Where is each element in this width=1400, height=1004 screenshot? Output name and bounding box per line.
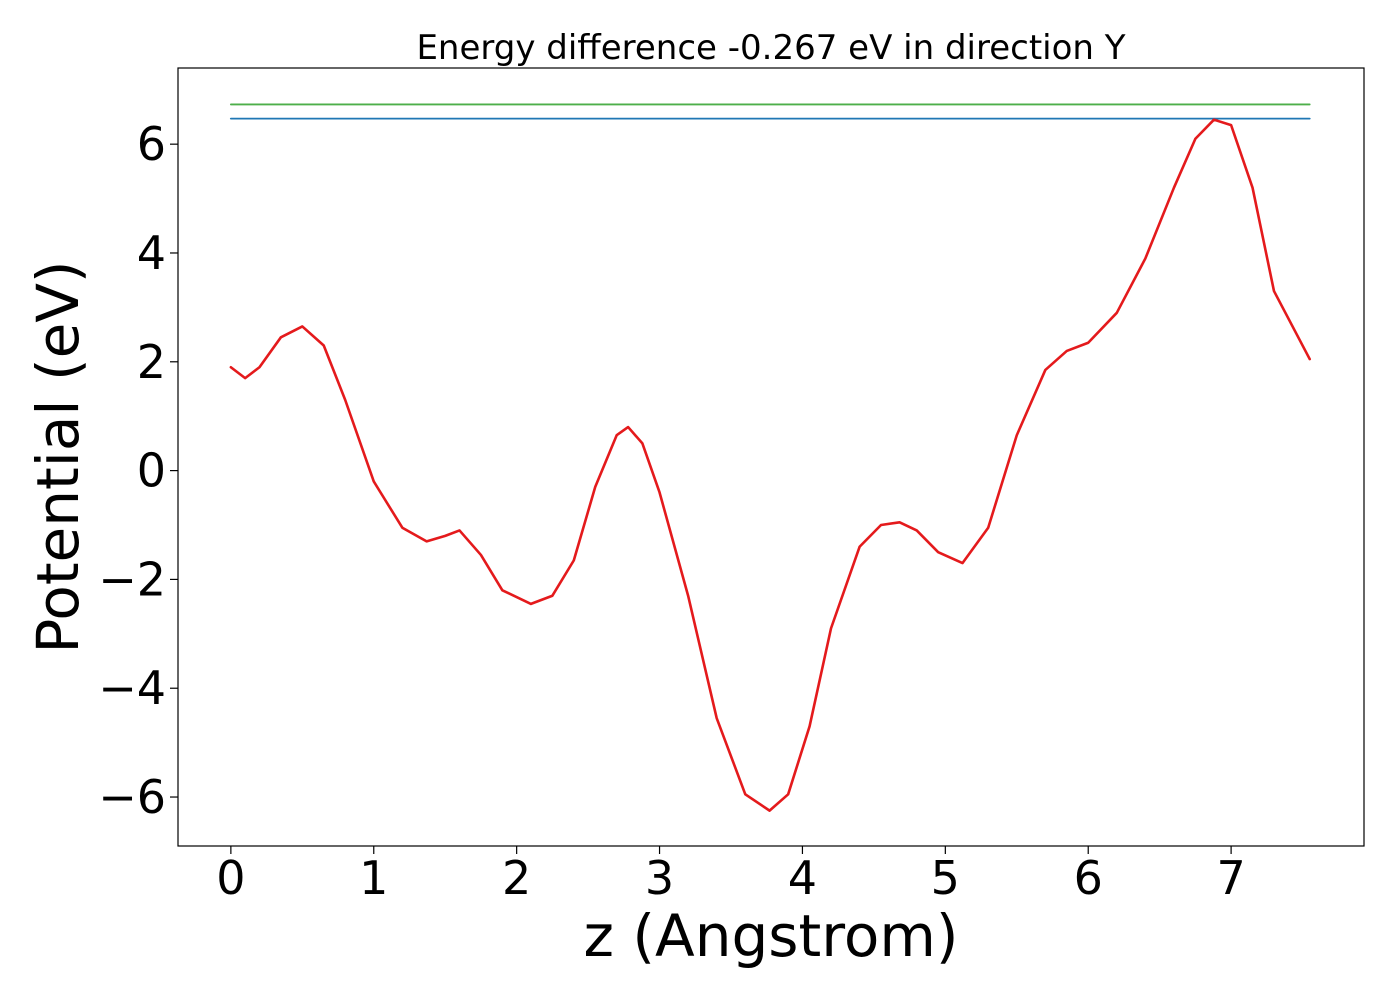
x-tick-label: 4 — [788, 851, 817, 905]
series-layer — [229, 103, 1311, 812]
y-tick-label: −6 — [98, 770, 166, 824]
y-tick-label: 0 — [137, 444, 166, 498]
x-tick-label: 5 — [931, 851, 960, 905]
x-tick-label: 0 — [216, 851, 245, 905]
y-tick-layer: −6 −4 −2 0 2 4 6 — [98, 117, 178, 824]
potential-curve-line — [229, 118, 1311, 812]
y-tick-label: 2 — [137, 335, 166, 389]
x-axis-label: z (Angstrom) — [584, 902, 959, 970]
y-axis-label: Potential (eV) — [24, 260, 92, 653]
x-tick-label: 6 — [1074, 851, 1103, 905]
x-tick-label: 1 — [359, 851, 388, 905]
y-tick-label: 4 — [137, 226, 166, 280]
x-tick-label: 2 — [502, 851, 531, 905]
x-tick-layer: 0 1 2 3 4 5 6 7 — [216, 846, 1246, 905]
x-tick-label: 3 — [645, 851, 674, 905]
chart-title: Energy difference -0.267 eV in direction… — [416, 28, 1125, 68]
plot-frame — [177, 67, 1365, 847]
y-tick-label: 6 — [137, 117, 166, 171]
x-tick-label: 7 — [1216, 851, 1245, 905]
y-tick-label: −2 — [98, 552, 166, 606]
y-tick-label: −4 — [98, 661, 166, 715]
